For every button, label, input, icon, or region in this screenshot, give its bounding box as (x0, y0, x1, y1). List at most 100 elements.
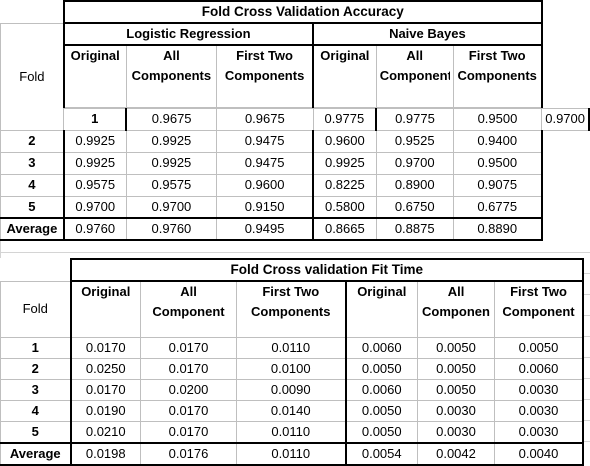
value-cell[interactable]: 0.0060 (344, 336, 418, 359)
value-cell[interactable]: 0.8225 (312, 173, 377, 197)
value-cell[interactable]: 0.9775 (375, 107, 454, 131)
table-row[interactable]: 5 0.9700 0.9700 0.9150 0.5800 0.6750 0.6… (0, 195, 590, 219)
value-cell[interactable]: 0.9675 (125, 107, 218, 131)
col-nb-all-components[interactable]: All Components (375, 44, 454, 108)
value-cell[interactable]: 0.0170 (140, 420, 237, 443)
fold-cell[interactable]: 3 (0, 151, 65, 175)
value-cell[interactable]: 0.9700 (62, 195, 127, 219)
table-row[interactable]: 2 0.0250 0.0170 0.0100 0.0050 0.0050 0.0… (0, 357, 584, 380)
average-cell[interactable]: 0.0176 (140, 441, 237, 466)
average-cell[interactable]: 0.0054 (344, 441, 418, 466)
col-nb-first-two-components[interactable]: First Two Components (452, 44, 543, 108)
fold-header[interactable]: Fold (0, 280, 71, 338)
value-cell[interactable]: 0.0190 (69, 399, 141, 422)
value-cell[interactable]: 0.9150 (216, 195, 314, 219)
value-cell[interactable]: 0.0110 (236, 420, 346, 443)
fold-cell[interactable]: 2 (0, 129, 65, 153)
fold-cell[interactable]: 3 (0, 378, 71, 401)
col-lr-all-component[interactable]: All Component (140, 280, 237, 338)
value-cell[interactable]: 0.9925 (62, 151, 127, 175)
table-row[interactable]: 5 0.0210 0.0170 0.0110 0.0050 0.0030 0.0… (0, 420, 584, 443)
value-cell[interactable]: 0.0050 (417, 378, 495, 401)
value-cell[interactable]: 0.0170 (140, 399, 237, 422)
value-cell[interactable]: 0.6775 (452, 195, 543, 219)
value-cell[interactable]: 0.9925 (312, 151, 377, 175)
value-cell[interactable]: 0.0200 (140, 378, 237, 401)
value-cell[interactable]: 0.9575 (125, 173, 218, 197)
value-cell[interactable]: 0.0170 (140, 357, 237, 380)
table-row[interactable]: 3 0.0170 0.0200 0.0090 0.0060 0.0050 0.0… (0, 378, 584, 401)
value-cell[interactable]: 0.0110 (236, 336, 346, 359)
value-cell[interactable]: 0.0170 (69, 336, 141, 359)
average-cell[interactable]: 0.8875 (375, 217, 454, 241)
table-row[interactable]: 4 0.0190 0.0170 0.0140 0.0050 0.0030 0.0… (0, 399, 584, 422)
fold-cell[interactable]: 5 (0, 420, 71, 443)
value-cell[interactable]: 0.9700 (125, 195, 218, 219)
value-cell[interactable]: 0.0030 (494, 399, 584, 422)
value-cell[interactable]: 0.0060 (494, 357, 584, 380)
value-cell[interactable]: 0.9500 (452, 151, 543, 175)
value-cell[interactable]: 0.0210 (69, 420, 141, 443)
value-cell[interactable]: 0.5800 (312, 195, 377, 219)
value-cell[interactable]: 0.0090 (236, 378, 346, 401)
value-cell[interactable]: 0.0050 (344, 399, 418, 422)
value-cell[interactable]: 0.0050 (344, 357, 418, 380)
value-cell[interactable]: 0.0050 (344, 420, 418, 443)
average-cell[interactable]: 0.9760 (125, 217, 218, 241)
value-cell[interactable]: 0.9700 (541, 107, 590, 131)
value-cell[interactable]: 0.0060 (344, 378, 418, 401)
table-row[interactable]: 2 0.9925 0.9925 0.9475 0.9600 0.9525 0.9… (0, 129, 590, 153)
value-cell[interactable]: 0.9700 (375, 151, 454, 175)
value-cell[interactable]: 0.9525 (375, 129, 454, 153)
table-row[interactable]: 1 0.0170 0.0170 0.0110 0.0060 0.0050 0.0… (0, 336, 584, 359)
average-cell[interactable]: 0.0040 (494, 441, 584, 466)
value-cell[interactable]: 0.0050 (494, 336, 584, 359)
fold-cell[interactable]: 1 (63, 107, 127, 131)
average-row[interactable]: Average 0.0198 0.0176 0.0110 0.0054 0.00… (0, 441, 584, 466)
average-cell[interactable]: 0.0110 (236, 441, 346, 466)
col-lr-all-components[interactable]: All Components (125, 44, 218, 108)
value-cell[interactable]: 0.9925 (62, 129, 127, 153)
average-cell[interactable]: 0.9495 (216, 217, 314, 241)
average-cell[interactable]: 0.9760 (62, 217, 127, 241)
fold-header[interactable]: Fold (0, 22, 65, 131)
col-lr-original[interactable]: Original (69, 280, 141, 338)
col-lr-first-two-components[interactable]: First Two Components (216, 44, 314, 108)
value-cell[interactable]: 0.9925 (125, 151, 218, 175)
table-row[interactable]: 1 0.9675 0.9675 0.9775 0.9775 0.9500 0.9… (1, 107, 590, 131)
value-cell[interactable]: 0.9775 (312, 107, 377, 131)
average-cell[interactable]: 0.8665 (312, 217, 377, 241)
value-cell[interactable]: 0.0030 (417, 420, 495, 443)
col-nb-original[interactable]: Original (312, 44, 377, 108)
value-cell[interactable]: 0.0250 (69, 357, 141, 380)
average-cell[interactable]: 0.0042 (417, 441, 495, 466)
col-nb-all-componen[interactable]: All Componen (417, 280, 495, 338)
value-cell[interactable]: 0.9475 (216, 129, 314, 153)
average-cell[interactable]: 0.8890 (452, 217, 543, 241)
value-cell[interactable]: 0.9475 (216, 151, 314, 175)
group-naive-bayes[interactable]: Naive Bayes (312, 22, 543, 46)
value-cell[interactable]: 0.6750 (375, 195, 454, 219)
value-cell[interactable]: 0.0140 (236, 399, 346, 422)
value-cell[interactable]: 0.0100 (236, 357, 346, 380)
average-cell[interactable]: 0.0198 (69, 441, 141, 466)
value-cell[interactable]: 0.9925 (125, 129, 218, 153)
value-cell[interactable]: 0.0170 (69, 378, 141, 401)
col-nb-first-two-component[interactable]: First Two Component (494, 280, 584, 338)
average-label[interactable]: Average (0, 441, 71, 466)
value-cell[interactable]: 0.0050 (417, 336, 495, 359)
value-cell[interactable]: 0.9075 (452, 173, 543, 197)
col-nb-original[interactable]: Original (344, 280, 418, 338)
fold-cell[interactable]: 4 (0, 173, 65, 197)
value-cell[interactable]: 0.8900 (375, 173, 454, 197)
fold-cell[interactable]: 2 (0, 357, 71, 380)
value-cell[interactable]: 0.9600 (216, 173, 314, 197)
fold-cell[interactable]: 1 (0, 336, 71, 359)
value-cell[interactable]: 0.0030 (494, 420, 584, 443)
average-label[interactable]: Average (0, 217, 65, 241)
value-cell[interactable]: 0.9400 (452, 129, 543, 153)
value-cell[interactable]: 0.0030 (494, 378, 584, 401)
col-lr-first-two-components[interactable]: First Two Components (236, 280, 346, 338)
col-lr-original[interactable]: Original (62, 44, 127, 108)
fold-cell[interactable]: 4 (0, 399, 71, 422)
